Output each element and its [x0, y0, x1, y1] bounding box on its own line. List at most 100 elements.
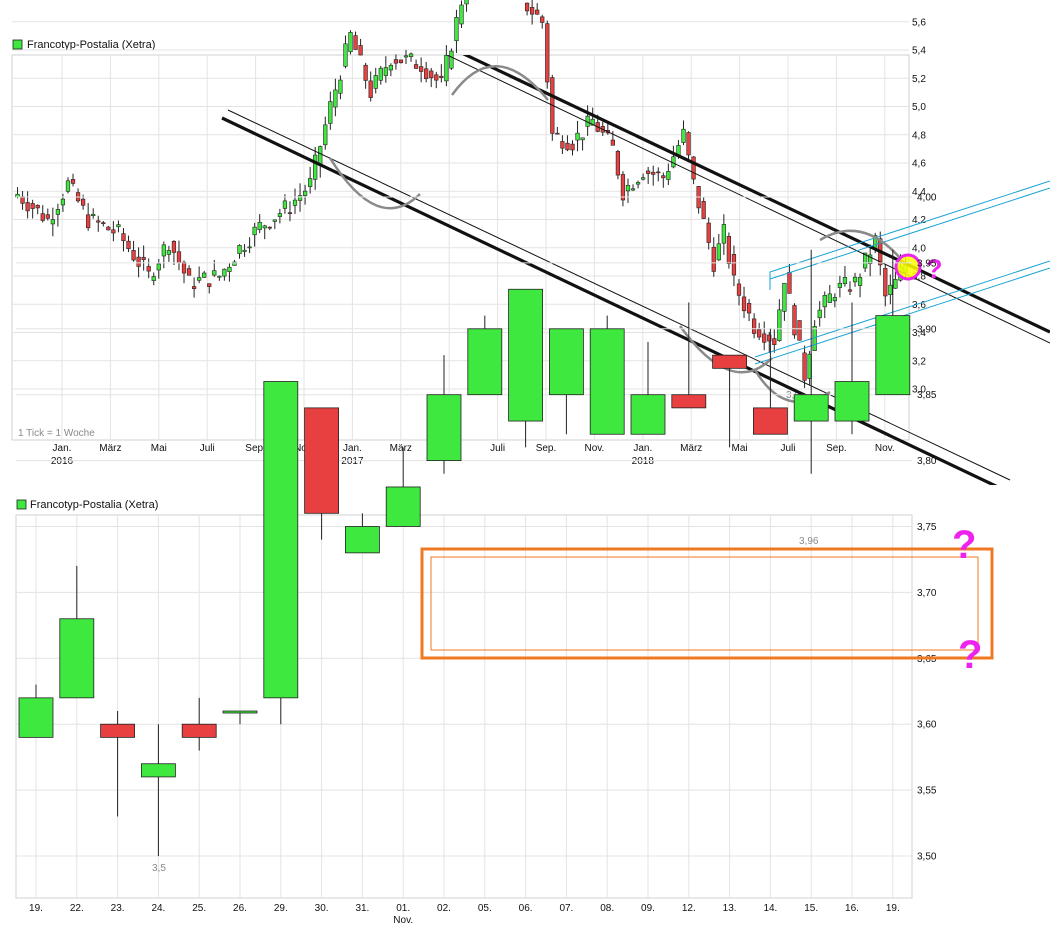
weekly-candle — [610, 139, 615, 146]
weekly-candle — [454, 17, 459, 42]
x-tick-month: Nov. — [393, 915, 413, 926]
y-tick-label: 3,90 — [917, 324, 937, 335]
weekly-candle — [106, 226, 111, 231]
weekly-candle — [464, 0, 469, 5]
question-mark-upper: ? — [952, 523, 976, 567]
weekly-candle — [398, 59, 404, 64]
daily-candle — [508, 288, 544, 422]
x-tick-label: März — [390, 443, 412, 454]
weekly-candle — [641, 177, 646, 180]
weekly-candle — [762, 333, 767, 343]
weekly-candle — [313, 154, 318, 180]
daily-chart: Francotyp-Postalia (Xetra) 3,50 3,55 3,60 3… — [15, 193, 994, 926]
x-tick-label: Juli — [780, 443, 795, 454]
x-tick-label: 19. — [886, 903, 900, 914]
weekly-candle — [338, 79, 343, 94]
weekly-candle — [161, 244, 166, 257]
y-tick-label: 3,80 — [917, 456, 937, 467]
x-tick-label: Jan. — [633, 443, 652, 454]
daily-candle — [100, 723, 135, 738]
legend-swatch-daily — [16, 499, 27, 510]
low-value-label-daily: 3,5 — [152, 863, 166, 874]
weekly-candle — [191, 286, 197, 290]
daily-candle — [712, 354, 747, 369]
x-tick-label: 07. — [559, 903, 573, 914]
weekly-candle — [701, 201, 706, 219]
weekly-candle — [287, 212, 293, 214]
weekly-candle — [126, 240, 131, 250]
weekly-candle — [752, 318, 757, 334]
weekly-candle — [439, 75, 444, 78]
x-tick-label: Jan. — [53, 443, 72, 454]
weekly-candle — [524, 2, 530, 12]
weekly-candle — [343, 43, 348, 67]
weekly-candle — [721, 224, 726, 244]
highlight-circle — [894, 253, 922, 281]
daily-candle — [753, 407, 788, 435]
weekly-candle — [837, 282, 843, 288]
weekly-candle — [842, 277, 848, 285]
weekly-candle — [91, 213, 96, 217]
weekly-candle — [176, 251, 182, 264]
x-tick-label: 30. — [315, 903, 329, 914]
weekly-candle — [297, 195, 303, 201]
weekly-candle — [716, 243, 721, 261]
weekly-candle — [358, 45, 363, 56]
weekly-candle — [403, 55, 409, 58]
y-tick-label: 3,55 — [917, 786, 937, 797]
weekly-candle — [424, 68, 429, 80]
y-tick-label: 3,50 — [917, 852, 937, 863]
y-tick-label: 3,4 — [912, 328, 926, 339]
swing-arc-top-2017 — [450, 65, 549, 101]
weekly-candle — [817, 309, 822, 319]
weekly-candle — [419, 66, 424, 72]
weekly-candle — [615, 151, 621, 176]
weekly-candle — [792, 305, 797, 336]
x-tick-label: 25. — [192, 903, 206, 914]
weekly-candle — [555, 132, 560, 135]
weekly-candle — [222, 268, 227, 277]
x-tick-label: Jan. — [343, 443, 362, 454]
weekly-candle — [55, 209, 61, 215]
daily-candle — [304, 407, 340, 514]
weekly-candle — [757, 329, 762, 338]
y-tick-label: 3,0 — [912, 385, 926, 396]
weekly-candle — [60, 198, 66, 206]
weekly-candle — [237, 244, 242, 254]
x-tick-label: 12. — [682, 903, 696, 914]
y-axis-daily: 3,503,553,603,653,703,753,803,853,903,95… — [917, 193, 937, 863]
weekly-candle — [50, 219, 55, 225]
legend-label-daily: Francotyp-Postalia (Xetra) — [30, 499, 158, 511]
x-tick-label: 24. — [151, 903, 165, 914]
daily-candle — [426, 394, 462, 462]
weekly-candle — [787, 272, 792, 294]
x-tick-year: 2018 — [632, 456, 655, 467]
weekly-candle — [746, 303, 752, 314]
swing-arc-bottom-2018a — [678, 325, 773, 374]
weekly-candle — [353, 35, 358, 50]
uptrend-upper-a — [769, 180, 1050, 273]
weekly-candle — [802, 352, 807, 381]
weekly-candle — [277, 213, 282, 217]
weekly-candle — [45, 214, 50, 219]
weekly-candle — [888, 284, 893, 296]
weekly-candle — [388, 64, 393, 71]
weekly-candle — [736, 283, 742, 296]
weekly-candle — [151, 276, 156, 282]
weekly-candle — [101, 222, 106, 224]
weekly-candle — [328, 101, 333, 124]
weekly-candle — [373, 75, 378, 89]
weekly-candle — [651, 171, 656, 175]
daily-candle — [140, 763, 176, 778]
weekly-candle — [444, 55, 449, 82]
weekly-candle — [65, 180, 71, 192]
y-tick-label: 4,0 — [912, 243, 926, 254]
weekly-candle — [671, 156, 676, 168]
y-tick-label: 5,6 — [912, 17, 926, 28]
x-tick-label: Mai — [151, 443, 167, 454]
weekly-candle — [308, 178, 313, 187]
weekly-candle — [257, 221, 262, 231]
daily-candle — [589, 328, 625, 435]
weekly-candle — [302, 190, 308, 196]
